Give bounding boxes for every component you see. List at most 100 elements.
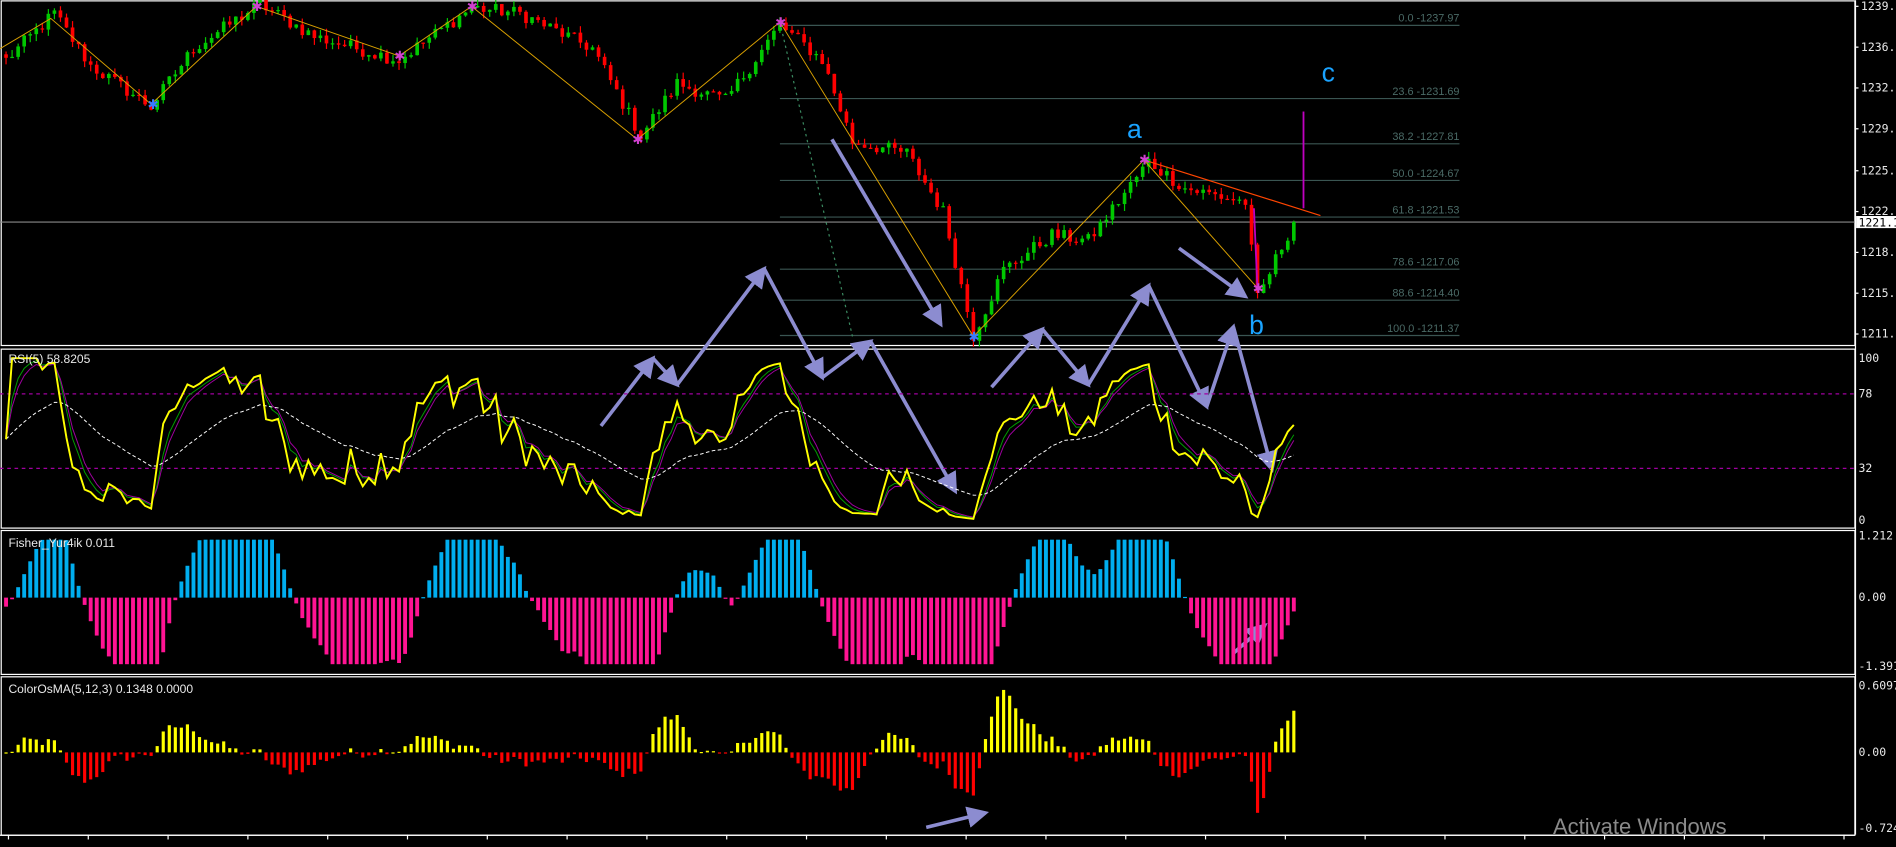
fisher-bar — [632, 597, 637, 665]
candle-body — [596, 47, 601, 57]
osma-bar — [246, 752, 250, 754]
fisher-bar — [1037, 539, 1042, 598]
osma-bar — [887, 732, 891, 753]
candle-body — [536, 17, 540, 20]
panel-frame — [0, 348, 1856, 529]
candle-body — [880, 147, 885, 153]
osma-bar — [46, 739, 50, 753]
fisher-bar — [300, 597, 305, 619]
osma-bar — [590, 752, 595, 758]
osma-bar — [1122, 738, 1127, 753]
candle-body — [107, 74, 111, 79]
fisher-bar — [1195, 597, 1200, 629]
fisher-bar — [385, 597, 389, 662]
candle-body — [820, 54, 825, 64]
candle-body — [342, 44, 347, 47]
candle-body — [778, 22, 782, 31]
osma-bar — [1243, 752, 1248, 757]
candle-body — [1292, 222, 1296, 241]
candle-body — [137, 94, 141, 96]
fisher-bar — [1164, 541, 1169, 598]
fisher-bar — [155, 597, 160, 665]
osma-bar — [306, 752, 310, 766]
candle-body — [832, 73, 837, 94]
osma-bar — [1165, 752, 1169, 767]
fisher-bar — [1273, 597, 1278, 657]
osma-bar — [427, 737, 431, 753]
candle-body — [457, 15, 462, 28]
trend-arrow — [599, 355, 656, 428]
candle-body — [1231, 198, 1236, 201]
candle-body — [312, 30, 317, 39]
fisher-bar — [814, 588, 819, 598]
fisher-bar — [100, 597, 105, 649]
candle-body — [28, 34, 33, 36]
osma-bar — [1183, 752, 1187, 773]
osma-bar — [971, 752, 975, 796]
osma-bar — [578, 752, 582, 759]
price-tick-label: 1225.5 — [1861, 163, 1896, 177]
osma-bar — [869, 752, 873, 755]
fisher-panel — [4, 539, 1296, 665]
osma-bar — [687, 737, 691, 753]
fisher-bar — [233, 539, 238, 598]
osma-bar — [615, 752, 619, 771]
fisher-bar — [784, 539, 788, 598]
candle-body — [1134, 176, 1139, 183]
candle-body — [971, 311, 976, 341]
osma-bar — [95, 752, 99, 778]
fisher-bar — [530, 597, 534, 602]
osma-bar — [1062, 746, 1066, 753]
candle-body — [657, 112, 661, 115]
candle-body — [838, 93, 843, 112]
fisher-bar — [790, 539, 794, 598]
fisher-bar — [596, 597, 601, 665]
fisher-bar — [88, 597, 93, 622]
fisher-bar — [58, 539, 63, 598]
fisher-bar — [554, 597, 559, 641]
fisher-bar — [1207, 597, 1212, 647]
trend-arrow — [762, 267, 824, 381]
osma-bar — [832, 752, 836, 786]
candle-body — [711, 91, 716, 93]
osma-bar — [28, 738, 32, 753]
candle-body — [481, 5, 486, 12]
osma-bar — [52, 740, 56, 753]
osma-bar — [965, 752, 969, 793]
fisher-bar — [1031, 546, 1036, 598]
osma-bar — [367, 752, 371, 756]
trend-arrow — [821, 339, 874, 380]
fisher-bar — [270, 539, 275, 598]
candle-body — [22, 35, 26, 47]
candle-body — [336, 43, 341, 45]
fisher-bar — [433, 565, 438, 598]
swing-marker-icon: ✱ — [148, 98, 159, 113]
candle-body — [1225, 198, 1230, 201]
osma-bar — [681, 726, 685, 753]
candle-body — [221, 21, 226, 33]
rsi-tick-label: 0 — [1859, 513, 1866, 527]
fisher-bar — [239, 539, 244, 598]
rsi-title: RSI(5) 58.8205 — [8, 352, 90, 366]
candle-body — [1122, 192, 1127, 205]
fisher-bar — [862, 597, 867, 665]
fisher-bar — [904, 597, 909, 657]
osma-bar — [621, 752, 625, 778]
osma-bar — [355, 752, 359, 754]
candle-body — [868, 147, 873, 149]
candle-body — [1146, 158, 1151, 167]
fisher-bar — [578, 597, 583, 657]
candle-body — [826, 63, 831, 74]
fisher-bar — [191, 552, 196, 598]
candle-body — [874, 147, 879, 153]
fisher-bar — [796, 539, 800, 598]
fisher-bar — [566, 597, 571, 654]
candle-body — [524, 11, 528, 24]
osma-bar — [542, 752, 546, 763]
trend-arrow — [675, 265, 767, 386]
fisher-bar — [421, 597, 426, 599]
osma-title: ColorOsMA(5,12,3) 0.1348 0.0000 — [8, 682, 193, 696]
osma-bar — [645, 752, 649, 754]
fisher-bar — [46, 539, 51, 598]
